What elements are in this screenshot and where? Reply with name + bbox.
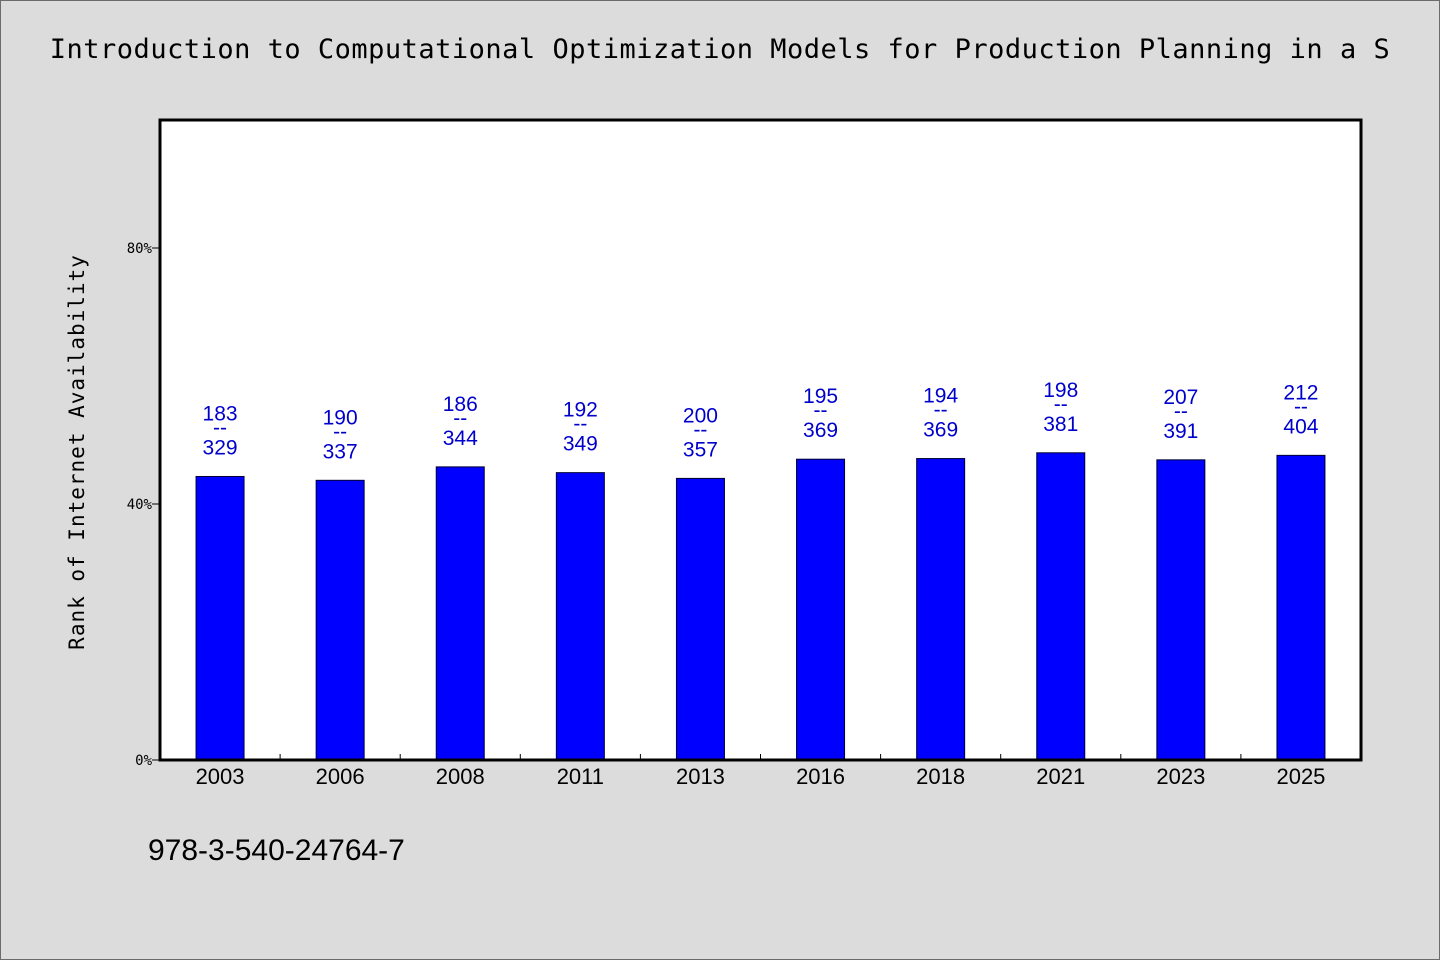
bar-label-bottom: 391 bbox=[1163, 420, 1198, 443]
x-tick-label: 2018 bbox=[916, 764, 965, 789]
bar-label-top: 192 bbox=[563, 399, 598, 422]
bar-label-separator: -- bbox=[1294, 395, 1308, 418]
x-tick-label: 2013 bbox=[676, 764, 725, 789]
bar bbox=[195, 475, 245, 761]
bar-label-separator: -- bbox=[693, 418, 707, 441]
x-tick-label: 2025 bbox=[1276, 764, 1325, 789]
bar-label-top: 212 bbox=[1283, 381, 1318, 404]
bar-label-top: 207 bbox=[1163, 386, 1198, 409]
x-tick-label: 2006 bbox=[316, 764, 365, 789]
bar bbox=[1156, 459, 1206, 761]
bar-label-top: 195 bbox=[803, 385, 838, 408]
y-tick-label: 0% bbox=[135, 753, 152, 769]
bar-label-separator: -- bbox=[333, 420, 347, 443]
x-tick-label: 2011 bbox=[557, 764, 604, 789]
bar-label-top: 183 bbox=[203, 402, 238, 425]
bar-label-bottom: 349 bbox=[563, 433, 598, 456]
bar-label-bottom: 381 bbox=[1043, 413, 1078, 436]
bar bbox=[1036, 452, 1086, 761]
x-tick-label: 2003 bbox=[196, 764, 245, 789]
bar bbox=[315, 479, 365, 761]
bar-label-top: 194 bbox=[923, 385, 958, 408]
y-tick-label: 40% bbox=[127, 497, 153, 513]
bar bbox=[796, 458, 846, 761]
bar bbox=[555, 472, 605, 761]
bar-label-bottom: 357 bbox=[683, 438, 718, 461]
isbn-caption: 978-3-540-24764-7 bbox=[148, 834, 405, 867]
x-tick-label: 2023 bbox=[1156, 764, 1205, 789]
bar-label-top: 186 bbox=[443, 393, 478, 416]
bar-label-bottom: 337 bbox=[323, 440, 358, 463]
bar bbox=[1276, 454, 1326, 761]
bar-label-separator: -- bbox=[1174, 400, 1188, 423]
bar-label-bottom: 329 bbox=[203, 436, 238, 459]
y-axis-label: Rank of Internet Availability bbox=[65, 254, 89, 650]
bar bbox=[916, 458, 966, 761]
chart-title: Introduction to Computational Optimizati… bbox=[49, 34, 1391, 65]
bar-label-separator: -- bbox=[453, 407, 467, 430]
bar-label-separator: -- bbox=[1054, 393, 1068, 416]
bar-label-separator: -- bbox=[573, 413, 587, 436]
bar-label-separator: -- bbox=[213, 416, 227, 439]
bar-label-separator: -- bbox=[814, 399, 828, 422]
bar-label-bottom: 369 bbox=[803, 419, 838, 442]
bar bbox=[675, 477, 725, 761]
bar-label-bottom: 369 bbox=[923, 419, 958, 442]
bar-label-top: 198 bbox=[1043, 379, 1078, 402]
y-tick-label: 80% bbox=[127, 241, 153, 257]
bar-label-bottom: 404 bbox=[1283, 415, 1318, 438]
x-tick-label: 2016 bbox=[796, 764, 845, 789]
bar-label-separator: -- bbox=[934, 399, 948, 422]
bar-label-top: 190 bbox=[323, 406, 358, 429]
bar-label-top: 200 bbox=[683, 404, 718, 427]
bar-label-bottom: 344 bbox=[443, 427, 478, 450]
x-tick-label: 2008 bbox=[436, 764, 485, 789]
bar bbox=[435, 466, 485, 761]
x-tick-label: 2021 bbox=[1036, 764, 1085, 789]
